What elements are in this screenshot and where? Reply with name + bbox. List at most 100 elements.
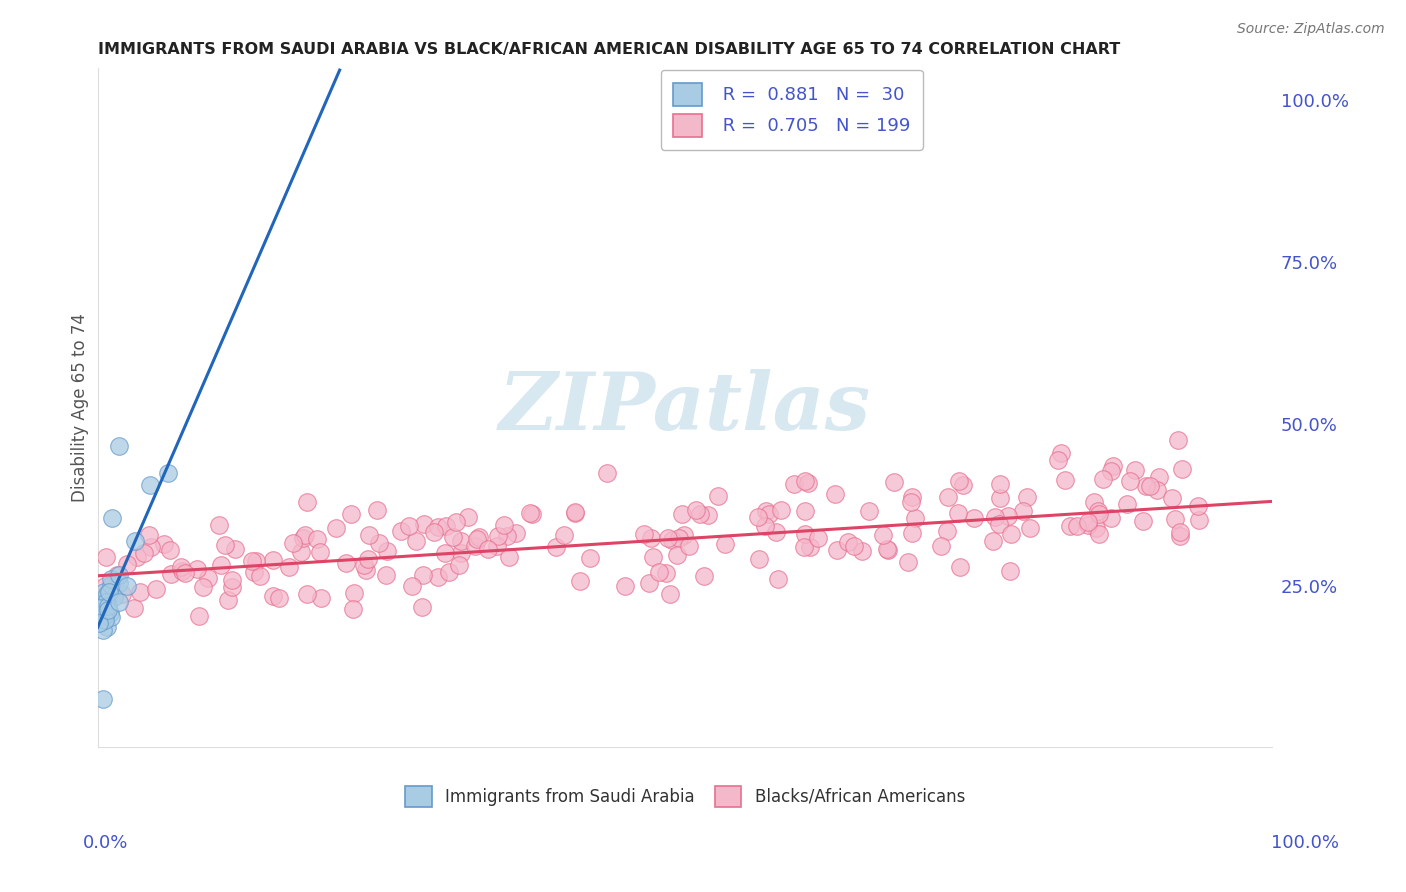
Point [769, 502, 792, 516]
Point [405, 534, 427, 549]
Point [294, 528, 316, 542]
Point [145, 582, 167, 597]
Point [173, 566, 195, 580]
Point [335, 556, 357, 570]
Point [1015, 490, 1038, 504]
Point [262, 553, 284, 567]
Point [87, 616, 110, 631]
Point [290, 545, 312, 559]
Point [115, 579, 138, 593]
Point [1119, 474, 1142, 488]
Point [988, 477, 1011, 491]
Point [765, 524, 787, 539]
Point [311, 591, 333, 605]
Point [127, 549, 149, 564]
Point [713, 537, 735, 551]
Point [747, 509, 769, 524]
Point [877, 543, 900, 558]
Point [936, 524, 959, 538]
Point [152, 537, 174, 551]
Point [1187, 499, 1209, 513]
Point [188, 608, 211, 623]
Point [107, 439, 129, 453]
Point [267, 591, 290, 605]
Point [97, 599, 120, 613]
Point [477, 541, 499, 556]
Point [758, 508, 780, 522]
Point [398, 519, 420, 533]
Point [1077, 517, 1099, 532]
Point [90, 615, 112, 630]
Point [658, 587, 681, 601]
Point [94, 595, 117, 609]
Point [671, 508, 693, 522]
Point [498, 549, 520, 564]
Point [134, 546, 156, 560]
Point [1101, 458, 1123, 473]
Point [678, 539, 700, 553]
Point [1099, 510, 1122, 524]
Point [668, 531, 690, 545]
Point [217, 593, 239, 607]
Point [191, 580, 214, 594]
Point [411, 599, 433, 614]
Point [343, 586, 366, 600]
Point [309, 545, 332, 559]
Point [564, 505, 586, 519]
Point [783, 477, 806, 491]
Point [91, 623, 114, 637]
Point [596, 466, 619, 480]
Point [389, 524, 412, 538]
Point [211, 558, 233, 572]
Point [245, 554, 267, 568]
Point [1135, 479, 1157, 493]
Point [243, 565, 266, 579]
Point [851, 544, 873, 558]
Point [948, 506, 970, 520]
Point [93, 691, 115, 706]
Point [450, 534, 472, 549]
Point [124, 533, 146, 548]
Point [224, 541, 246, 556]
Point [1147, 470, 1170, 484]
Point [661, 533, 683, 548]
Point [904, 511, 927, 525]
Point [1167, 433, 1189, 447]
Point [768, 572, 790, 586]
Point [354, 563, 377, 577]
Text: 100.0%: 100.0% [1271, 834, 1339, 852]
Point [1168, 529, 1191, 543]
Point [697, 508, 720, 522]
Point [449, 558, 471, 572]
Point [1115, 497, 1137, 511]
Point [844, 539, 866, 553]
Point [357, 551, 380, 566]
Point [952, 478, 974, 492]
Point [807, 531, 830, 545]
Point [997, 509, 1019, 524]
Point [87, 600, 110, 615]
Text: Source: ZipAtlas.com: Source: ZipAtlas.com [1237, 22, 1385, 37]
Point [108, 576, 131, 591]
Point [1146, 483, 1168, 497]
Point [1164, 512, 1187, 526]
Point [949, 560, 972, 574]
Point [138, 528, 160, 542]
Point [1088, 527, 1111, 541]
Point [446, 515, 468, 529]
Point [197, 571, 219, 585]
Point [93, 585, 115, 599]
Point [97, 603, 120, 617]
Point [1066, 519, 1088, 533]
Point [648, 565, 671, 579]
Point [159, 542, 181, 557]
Point [1059, 519, 1081, 533]
Point [214, 538, 236, 552]
Point [96, 620, 118, 634]
Point [457, 510, 479, 524]
Point [434, 519, 457, 533]
Point [170, 565, 193, 579]
Point [122, 600, 145, 615]
Point [1047, 453, 1070, 467]
Point [748, 551, 770, 566]
